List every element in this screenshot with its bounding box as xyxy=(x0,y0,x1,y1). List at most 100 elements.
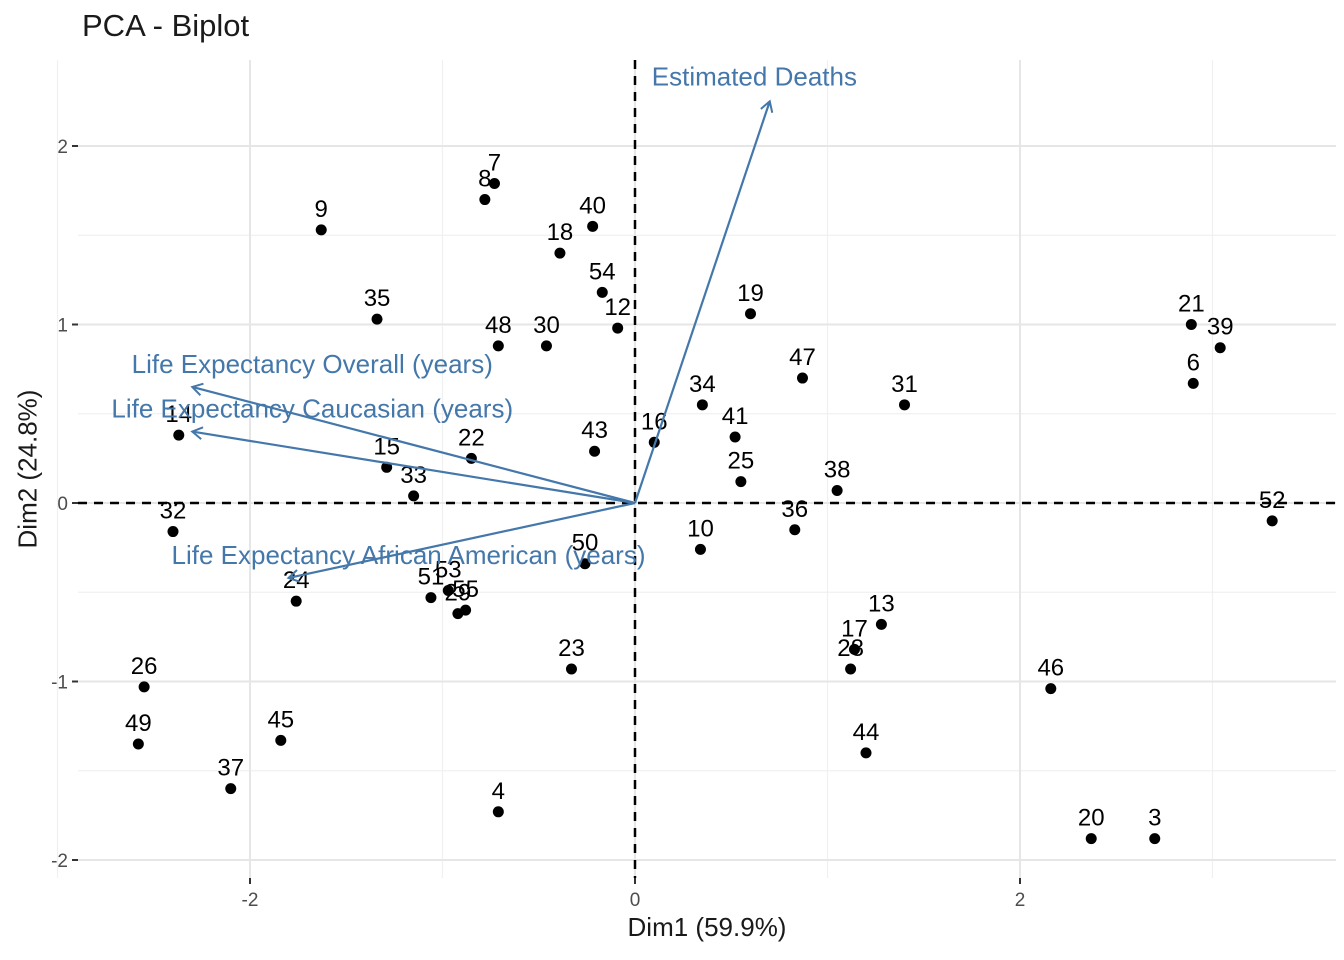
data-point xyxy=(492,340,504,352)
data-point xyxy=(589,445,601,457)
data-point xyxy=(860,747,872,759)
point-label: 53 xyxy=(435,556,462,583)
data-point xyxy=(696,399,708,411)
point-label: 41 xyxy=(722,403,749,430)
axis-ticks: -2 0 2 -2 -1 0 12 xyxy=(51,137,1025,911)
point-label: 32 xyxy=(160,498,187,525)
data-point xyxy=(425,592,437,604)
data-point xyxy=(408,490,420,502)
point-label: 44 xyxy=(853,719,880,746)
data-point xyxy=(1149,833,1161,845)
data-point xyxy=(479,194,491,206)
data-point xyxy=(1085,833,1097,845)
point-label: 22 xyxy=(458,424,485,451)
point-label: 6 xyxy=(1187,349,1200,376)
variable-label: Life Expectancy African American (years) xyxy=(172,540,646,570)
point-label: 25 xyxy=(728,448,755,475)
data-point xyxy=(596,286,608,298)
point-label: 50 xyxy=(572,530,599,557)
y-tick-label: 0 xyxy=(57,494,68,515)
point-label: 9 xyxy=(315,196,328,223)
point-label: 7 xyxy=(488,149,501,176)
point-label: 55 xyxy=(452,576,479,603)
point-label: 45 xyxy=(267,706,294,733)
point-label: 38 xyxy=(824,457,851,484)
point-label: 34 xyxy=(689,371,716,398)
data-point xyxy=(796,372,808,384)
point-label: 26 xyxy=(131,653,158,680)
data-point xyxy=(138,681,150,693)
x-tick-label: -2 xyxy=(242,890,259,911)
point-label: 48 xyxy=(485,312,512,339)
data-point xyxy=(1045,683,1057,695)
data-point xyxy=(729,431,741,443)
data-point xyxy=(460,604,472,616)
data-point xyxy=(173,429,185,441)
data-point xyxy=(290,595,302,607)
data-point xyxy=(612,322,624,334)
point-label: 29 xyxy=(445,580,472,607)
point-label: 36 xyxy=(781,496,808,523)
point-label: 47 xyxy=(789,344,816,371)
data-point xyxy=(167,526,179,538)
point-label: 40 xyxy=(579,192,606,219)
point-label: 49 xyxy=(125,710,152,737)
data-point xyxy=(225,783,237,795)
data-point xyxy=(492,806,504,818)
point-label: 4 xyxy=(492,778,505,805)
point-label: 10 xyxy=(687,515,714,542)
data-point xyxy=(565,663,577,675)
y-tick-label: 1 xyxy=(57,316,68,337)
y-tick-label: 2 xyxy=(57,137,68,158)
variable-arrow xyxy=(190,426,636,505)
data-point xyxy=(694,543,706,555)
point-label: 31 xyxy=(891,371,918,398)
point-label: 43 xyxy=(581,417,608,444)
point-label: 13 xyxy=(868,590,895,617)
point-label: 28 xyxy=(837,635,864,662)
chart-title: PCA - Biplot xyxy=(82,8,250,43)
data-point xyxy=(554,247,566,259)
data-point xyxy=(540,340,552,352)
y-axis-title-container: Dim2 (24.8%) xyxy=(8,60,48,878)
minor-gridlines xyxy=(56,60,1336,878)
point-label: 16 xyxy=(641,408,668,435)
data-point xyxy=(845,663,857,675)
data-point xyxy=(371,313,383,325)
data-point xyxy=(1214,342,1226,354)
point-label: 3 xyxy=(1148,805,1161,832)
variable-label: Estimated Deaths xyxy=(652,61,857,91)
data-point xyxy=(381,461,393,473)
variable-label: Life Expectancy Overall (years) xyxy=(132,349,493,379)
data-point xyxy=(899,399,910,411)
data-point xyxy=(315,224,327,236)
point-label: 19 xyxy=(737,280,764,307)
point-label: 20 xyxy=(1078,805,1105,832)
point-label: 54 xyxy=(589,258,616,285)
data-point xyxy=(745,308,756,320)
point-label: 39 xyxy=(1207,314,1234,341)
point-label: 37 xyxy=(217,755,244,782)
variable-arrow xyxy=(190,382,636,505)
major-gridlines xyxy=(78,60,1336,878)
x-axis-title: Dim1 (59.9%) xyxy=(627,912,787,942)
data-point xyxy=(587,220,599,232)
point-label: 17 xyxy=(841,615,868,642)
data-point xyxy=(1185,319,1197,330)
data-point xyxy=(1187,377,1199,389)
x-tick-label: 0 xyxy=(630,890,641,911)
data-point xyxy=(875,618,887,630)
data-point xyxy=(789,524,801,536)
point-label: 18 xyxy=(547,219,574,246)
variable-arrows xyxy=(190,99,774,583)
point-label: 8 xyxy=(478,166,491,193)
y-tick-label: -2 xyxy=(51,851,68,872)
data-point xyxy=(831,485,843,497)
point-label: 23 xyxy=(558,635,585,662)
point-label: 12 xyxy=(604,294,631,321)
y-tick-label: -1 xyxy=(51,673,68,694)
data-point xyxy=(275,734,287,746)
point-label: 24 xyxy=(283,567,310,594)
reference-lines xyxy=(78,60,1336,878)
